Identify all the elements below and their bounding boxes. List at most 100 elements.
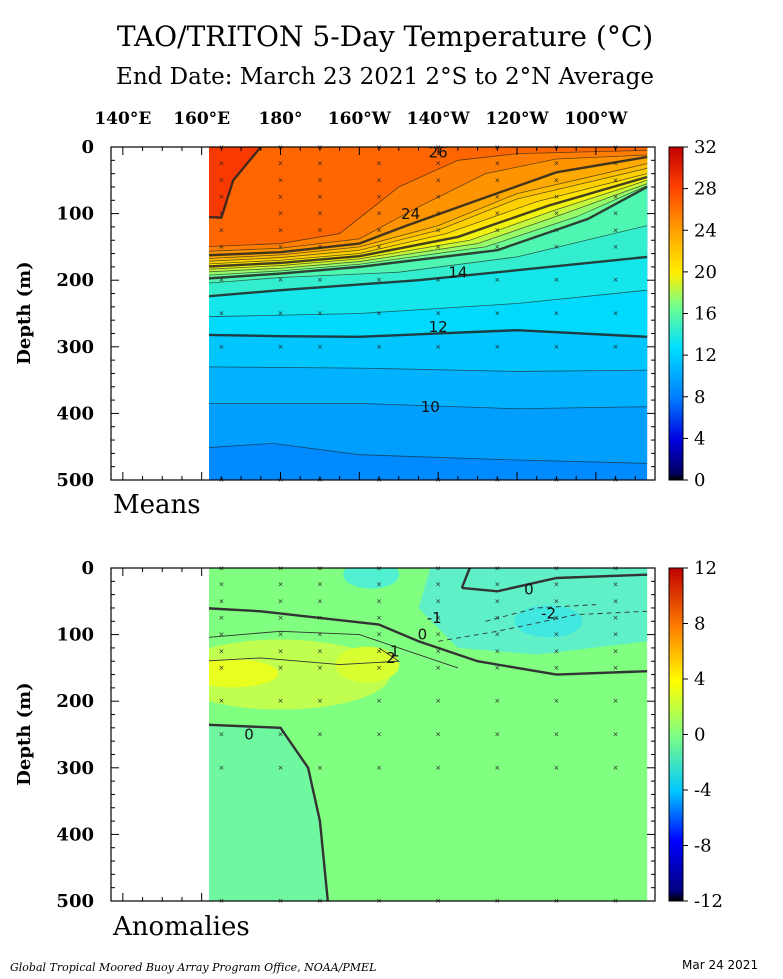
sensor-marker: ×	[613, 664, 619, 672]
sensor-marker: ×	[435, 226, 441, 234]
colorbar-tick-label: 0	[694, 470, 705, 491]
means-colorbar	[668, 146, 684, 481]
sensor-marker: ×	[218, 226, 224, 234]
sensor-marker: ×	[278, 226, 284, 234]
sensor-marker: ×	[613, 764, 619, 772]
anomaly-contour--1	[438, 610, 648, 642]
sensor-marker: ×	[494, 193, 500, 201]
isotherm-11	[209, 366, 648, 372]
means-panel: × × × × × × × × × × × × × × × × × × × × × × × × × × × × × × × × × × × × × × × ×…	[14, 109, 717, 901]
x-tick-label: 120°W	[485, 109, 549, 129]
contour-label: 24	[401, 205, 420, 223]
sensor-marker: ×	[278, 614, 284, 622]
means-contour-labels: 26 24 14 12 10	[401, 144, 467, 416]
sensor-marker: ×	[317, 210, 323, 218]
anom-warm-core	[209, 659, 279, 688]
sensor-marker: ×	[554, 210, 560, 218]
sensor-marker: ×	[613, 193, 619, 201]
contour-label: 14	[448, 264, 467, 282]
sensor-marker: ×	[494, 243, 500, 251]
contour-label: -1	[427, 609, 442, 627]
sensor-marker: ×	[317, 276, 323, 284]
sensor-marker: ×	[613, 160, 619, 168]
sensor-marker: ×	[494, 647, 500, 655]
sensor-marker: ×	[613, 243, 619, 251]
sensor-marker: ×	[435, 343, 441, 351]
sensor-marker: ×	[435, 664, 441, 672]
means-band-26	[209, 147, 648, 247]
sensor-marker: ×	[317, 647, 323, 655]
x-tick-label: 140°E	[94, 109, 151, 129]
contour-label: -2	[541, 604, 556, 622]
sensor-marker: ×	[613, 614, 619, 622]
sensor-marker: ×	[613, 731, 619, 739]
sensor-marker: ×	[317, 664, 323, 672]
sensor-marker: ×	[278, 160, 284, 168]
means-band-28	[209, 147, 261, 218]
isotherm-23	[209, 163, 648, 259]
sensor-marker: ×	[554, 581, 560, 589]
y-tick-label: 300	[56, 337, 94, 358]
sensor-marker: ×	[278, 176, 284, 184]
sensor-marker: ×	[494, 697, 500, 705]
colorbar-tick-label: 12	[694, 345, 717, 366]
anom-cold-core	[514, 605, 583, 638]
sensor-marker: ×	[317, 343, 323, 351]
contour-label: 0	[418, 626, 428, 644]
isotherm-22	[209, 167, 648, 262]
sensor-marker: ×	[613, 310, 619, 318]
y-tick-label: 100	[56, 625, 94, 646]
sensor-marker: ×	[613, 226, 619, 234]
sensor-marker: ×	[376, 697, 382, 705]
isotherm-18	[209, 183, 648, 273]
sensor-marker: ×	[278, 243, 284, 251]
sensor-marker: ×	[376, 614, 382, 622]
sensor-marker: ×	[278, 697, 284, 705]
sensor-marker: ×	[218, 176, 224, 184]
sensor-marker: ×	[317, 310, 323, 318]
means-x-ticks: 140°E 160°E 180° 160°W 140°W 120°W 100°W	[94, 109, 636, 901]
sensor-marker: ×	[613, 276, 619, 284]
sensor-marker: ×	[494, 276, 500, 284]
chart-title: TAO/TRITON 5-Day Temperature (°C)	[116, 20, 654, 53]
anomalies-panel-label: Anomalies	[112, 912, 250, 942]
sensor-marker: ×	[554, 565, 560, 573]
sensor-marker: ×	[435, 631, 441, 639]
sensor-marker: ×	[376, 243, 382, 251]
sensor-marker: ×	[494, 565, 500, 573]
anomalies-colorbar-ticks: -12 -8 -4 0 4 8 12	[683, 558, 723, 912]
anomaly-contour-0	[209, 607, 648, 676]
sensor-marker: ×	[435, 614, 441, 622]
sensor-marker: ×	[218, 697, 224, 705]
sensor-marker: ×	[376, 581, 382, 589]
sensor-marker: ×	[317, 160, 323, 168]
y-tick-label: 0	[81, 137, 94, 158]
isotherm-15	[209, 225, 648, 284]
sensor-marker: ×	[278, 276, 284, 284]
sensor-marker: ×	[554, 226, 560, 234]
sensor-marker: ×	[317, 764, 323, 772]
contour-label: 1	[390, 642, 400, 660]
y-tick-label: 300	[56, 758, 94, 779]
sensor-marker: ×	[435, 243, 441, 251]
anomaly-contour-2	[209, 647, 401, 666]
sensor-marker: ×	[494, 176, 500, 184]
sensor-marker: ×	[494, 343, 500, 351]
means-panel-label: Means	[113, 490, 201, 520]
sensor-marker: ×	[554, 697, 560, 705]
sensor-marker: ×	[317, 697, 323, 705]
sensor-marker: ×	[218, 343, 224, 351]
sensor-marker: ×	[494, 731, 500, 739]
anomaly-contour-0	[460, 568, 471, 589]
sensor-marker: ×	[376, 764, 382, 772]
sensor-marker: ×	[554, 243, 560, 251]
colorbar-tick-label: -4	[694, 780, 712, 801]
y-tick-label: 400	[56, 824, 94, 845]
sensor-marker: ×	[218, 764, 224, 772]
sensor-marker: ×	[494, 581, 500, 589]
sensor-marker: ×	[317, 243, 323, 251]
y-tick-label: 500	[56, 891, 94, 912]
anomaly-contour-0	[209, 723, 330, 901]
anom-cool-surface	[343, 568, 400, 589]
